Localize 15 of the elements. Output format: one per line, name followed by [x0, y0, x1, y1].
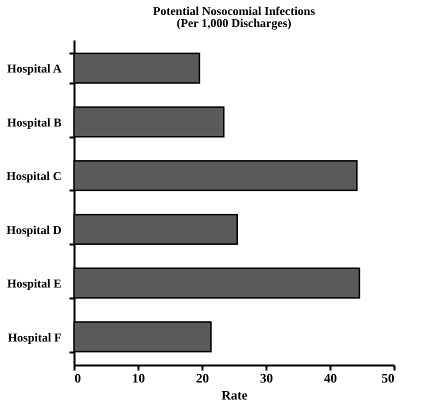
y-tick-label: Hospital F	[8, 330, 62, 344]
x-tick-label: 40	[324, 370, 337, 386]
x-tick-label: 30	[260, 370, 273, 386]
x-tick-label: 50	[382, 370, 394, 386]
x-axis-title: Rate	[222, 388, 248, 402]
x-tick-label: 10	[132, 370, 145, 386]
x-tick-label: 0	[74, 370, 81, 386]
y-tick-label: Hospital D	[6, 222, 62, 237]
y-tick-label: Hospital B	[7, 115, 62, 130]
y-tick-label: Hospital E	[7, 276, 62, 291]
y-tick-label: Hospital A	[7, 62, 62, 76]
chart-subtitle: (Per 1,000 Discharges)	[176, 16, 292, 30]
y-tick-label: Hospital C	[6, 169, 62, 184]
chart-title: Potential Nosocomial Infections	[153, 4, 316, 18]
x-tick-label: 20	[196, 370, 209, 386]
